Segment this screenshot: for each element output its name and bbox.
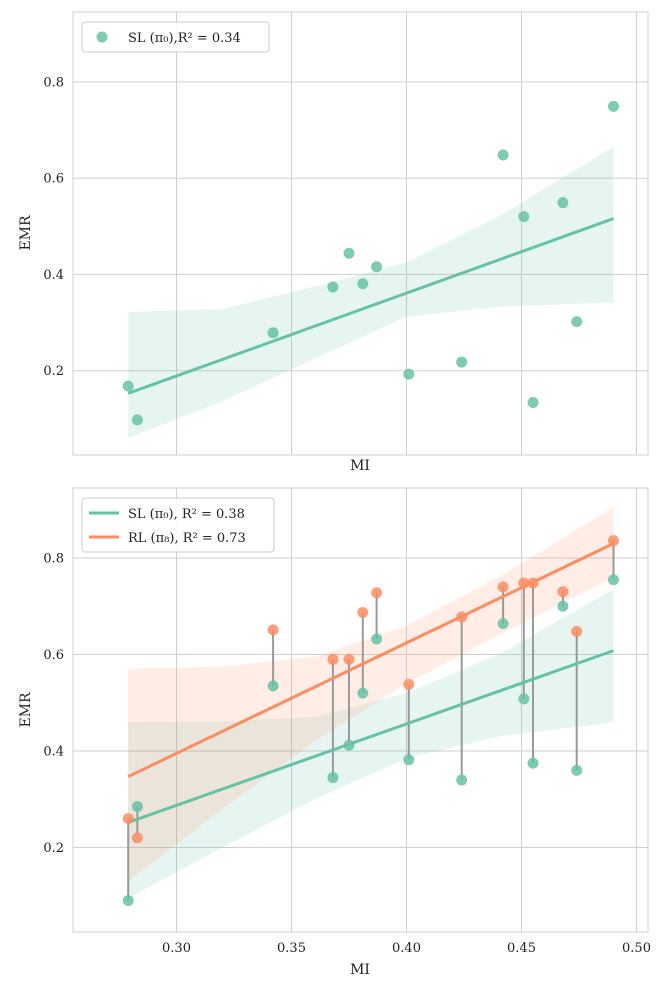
legend-label-rl: RL (π₈), R² = 0.73 (128, 531, 246, 546)
confidence-band (128, 146, 614, 439)
y-tick-label: 0.4 (43, 745, 64, 760)
data-point (497, 618, 509, 630)
data-point (456, 774, 468, 786)
data-point (371, 261, 383, 273)
confidence-band (128, 589, 614, 899)
x-tick-label: 0.35 (277, 941, 306, 956)
y-tick-label: 0.6 (43, 648, 64, 663)
legend-label-sl: SL (π₀), R² = 0.38 (128, 507, 245, 522)
data-point (497, 149, 509, 161)
y-axis-label: EMR (18, 215, 34, 251)
data-point (267, 624, 279, 636)
data-point (403, 754, 415, 766)
plot-frame (72, 11, 649, 456)
data-point (527, 757, 539, 769)
data-point (131, 414, 143, 426)
data-point (357, 687, 369, 699)
data-point (267, 680, 279, 692)
regression-line (127, 649, 615, 824)
data-point (131, 832, 143, 844)
x-axis-label: MI (350, 962, 370, 978)
data-point (343, 653, 355, 665)
plot-frame (72, 487, 649, 933)
data-point (131, 801, 143, 813)
y-tick-label: 0.6 (43, 172, 64, 187)
data-point (357, 278, 369, 290)
data-point (371, 587, 383, 599)
data-point (122, 380, 134, 392)
data-point (518, 577, 530, 589)
regression-line (127, 217, 615, 395)
y-tick-label: 0.8 (43, 75, 64, 90)
legend-marker-sl (96, 31, 108, 43)
x-tick-label: 0.45 (507, 941, 536, 956)
data-point (403, 678, 415, 690)
data-point (518, 693, 530, 705)
data-point (608, 535, 619, 547)
data-point (327, 281, 339, 293)
legend: SL (π₀),R² = 0.34 (81, 21, 270, 53)
data-point (571, 316, 583, 328)
data-point (557, 600, 569, 612)
data-point (527, 577, 539, 589)
y-tick-label: 0.2 (43, 841, 64, 856)
y-tick-label: 0.4 (43, 268, 64, 283)
data-point (371, 633, 383, 645)
data-point (571, 764, 583, 776)
legend-label-sl: SL (π₀),R² = 0.34 (128, 31, 241, 46)
data-point (456, 356, 468, 368)
x-tick-label: 0.50 (622, 941, 651, 956)
data-point (343, 247, 355, 259)
y-axis-label: EMR (18, 692, 34, 728)
data-point (122, 813, 134, 825)
y-tick-label: 0.8 (43, 551, 64, 566)
data-point (518, 211, 530, 223)
data-point (267, 327, 279, 339)
data-point (456, 611, 468, 623)
data-point (557, 586, 569, 598)
data-point (608, 100, 619, 112)
data-point (557, 197, 569, 209)
data-point (327, 653, 339, 665)
data-point (327, 772, 339, 784)
x-tick-label: 0.30 (162, 941, 191, 956)
data-point (343, 739, 355, 751)
x-tick-label: 0.40 (392, 941, 421, 956)
data-point (357, 607, 369, 619)
data-point (122, 895, 134, 907)
data-point (608, 574, 619, 586)
data-point (571, 625, 583, 637)
legend: SL (π₀), R² = 0.38 RL (π₈), R² = 0.73 (81, 497, 275, 553)
data-point (497, 581, 509, 593)
data-point (527, 397, 539, 409)
bottom-chart-panel: 0.2 0.4 0.6 0.8 0.30 0.35 0.40 0.45 0.50 MI EMR… (18, 487, 651, 978)
y-tick-label: 0.2 (43, 364, 64, 379)
x-axis-label: MI (350, 458, 370, 474)
top-chart-panel: 0.2 0.4 0.6 0.8 MI EMR SL (π₀),R² = 0.34 (18, 11, 649, 474)
data-point (403, 368, 415, 380)
